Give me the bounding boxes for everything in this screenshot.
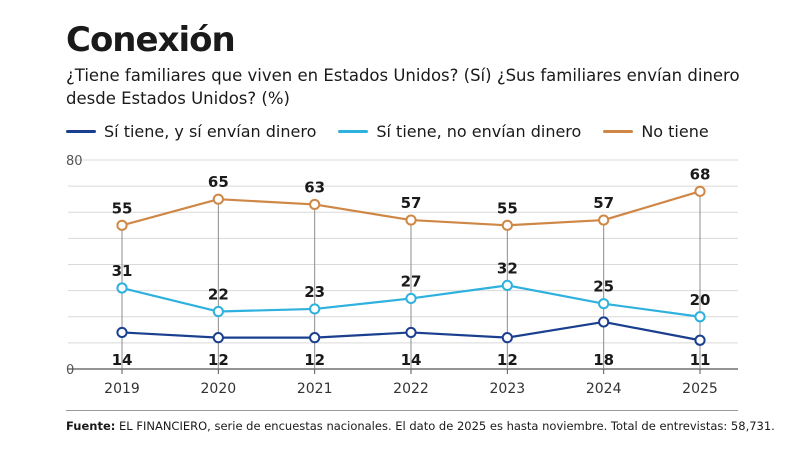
data-label: 14	[112, 351, 133, 369]
legend-swatch-cyan	[338, 129, 369, 133]
data-point	[694, 334, 706, 346]
data-label: 31	[112, 262, 133, 280]
x-tick-label: 2021	[297, 381, 333, 397]
data-label: 68	[690, 165, 711, 183]
data-label: 12	[497, 351, 518, 369]
data-label: 11	[690, 351, 711, 369]
data-label: 18	[593, 351, 614, 369]
data-point	[694, 311, 706, 323]
data-label: 55	[112, 199, 133, 217]
data-point	[212, 332, 224, 344]
y-tick-label: 0	[66, 363, 74, 378]
data-label: 23	[304, 283, 325, 301]
legend-label-navy: Sí tiene, y sí envían dinero	[104, 121, 317, 141]
subtitle-line-1: ¿Tiene familiares que viven en Estados U…	[66, 66, 740, 85]
data-point	[116, 282, 128, 294]
data-point	[212, 193, 224, 205]
legend-label-cyan: Sí tiene, no envían dinero	[376, 121, 582, 141]
data-point	[309, 303, 321, 315]
chart-title: Conexión	[66, 20, 236, 60]
data-point	[694, 185, 706, 197]
data-point	[501, 219, 513, 231]
data-point	[598, 298, 610, 310]
source-divider	[66, 410, 738, 411]
data-label: 57	[593, 194, 614, 212]
legend-item-orange: No tiene	[603, 121, 709, 141]
data-label: 12	[304, 351, 325, 369]
source-label: Fuente:	[66, 419, 116, 433]
data-point	[116, 326, 128, 339]
data-point	[309, 332, 321, 344]
subtitle-line-2: desde Estados Unidos? (%)	[66, 89, 290, 108]
data-point	[405, 326, 417, 339]
data-point	[116, 219, 128, 231]
x-tick-label: 2022	[393, 381, 429, 397]
legend-swatch-navy	[66, 129, 96, 133]
data-point	[598, 214, 610, 226]
data-point	[501, 279, 513, 291]
legend-swatch-orange	[603, 129, 634, 133]
data-point	[501, 332, 513, 344]
data-label: 65	[208, 173, 229, 191]
data-label: 14	[401, 351, 422, 369]
data-point	[598, 316, 610, 328]
x-tick-label: 2024	[586, 381, 622, 397]
chart-legend: Sí tiene, y sí envían dinero Sí tiene, n…	[66, 118, 731, 144]
data-point	[405, 214, 417, 226]
data-label: 27	[401, 272, 422, 290]
legend-item-navy: Sí tiene, y sí envían dinero	[66, 122, 316, 141]
data-label: 25	[593, 278, 614, 296]
source-note: Fuente: EL FINANCIERO, serie de encuesta…	[66, 419, 775, 433]
data-label: 12	[208, 351, 229, 369]
source-text: EL FINANCIERO, serie de encuestas nacion…	[119, 419, 775, 433]
x-tick-label: 2019	[104, 381, 140, 397]
data-label: 22	[208, 286, 229, 304]
legend-label-orange: No tiene	[641, 121, 709, 141]
data-label: 20	[690, 291, 711, 309]
chart-subtitle: ¿Tiene familiares que viven en Estados U…	[66, 64, 766, 110]
data-point	[405, 292, 417, 305]
data-label: 63	[304, 178, 325, 196]
data-label: 32	[497, 259, 518, 277]
x-tick-label: 2020	[201, 381, 237, 397]
x-tick-label: 2025	[682, 381, 718, 397]
data-point	[309, 198, 321, 211]
data-point	[212, 305, 224, 318]
x-tick-label: 2023	[490, 381, 526, 397]
data-label: 55	[497, 199, 518, 217]
data-label: 57	[401, 194, 422, 212]
legend-item-cyan: Sí tiene, no envían dinero	[338, 122, 581, 141]
y-tick-label: 80	[66, 154, 83, 169]
